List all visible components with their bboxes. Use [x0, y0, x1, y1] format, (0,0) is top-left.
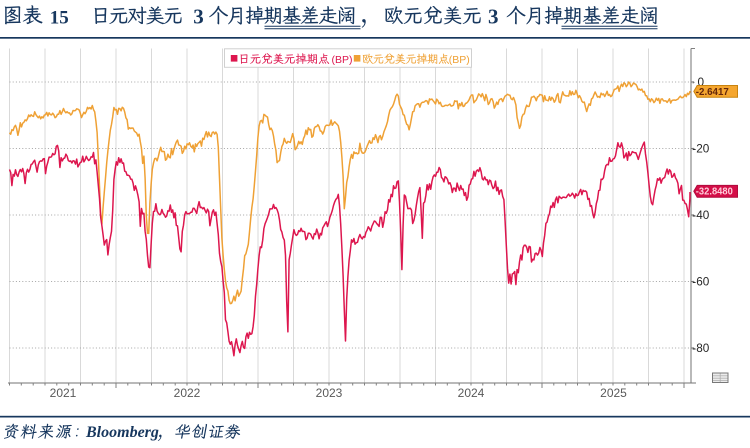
svg-text:-60: -60 [692, 275, 709, 289]
svg-text:-32.8480: -32.8480 [696, 187, 733, 198]
svg-text:2023: 2023 [316, 386, 343, 400]
svg-text:-2.6417: -2.6417 [696, 87, 729, 98]
svg-text:3: 3 [488, 5, 499, 29]
svg-text:15: 15 [50, 8, 69, 29]
svg-text:3: 3 [193, 5, 204, 29]
svg-text:2025: 2025 [600, 386, 627, 400]
svg-text:-80: -80 [692, 341, 709, 355]
svg-text:2024: 2024 [458, 386, 485, 400]
svg-text:-20: -20 [692, 142, 709, 156]
svg-text:2022: 2022 [174, 386, 201, 400]
svg-text:2021: 2021 [50, 386, 77, 400]
svg-text:0: 0 [698, 75, 705, 89]
svg-text:(BP): (BP) [449, 54, 470, 66]
svg-text:Bloomberg: Bloomberg [85, 424, 159, 441]
svg-text:-40: -40 [692, 208, 709, 222]
svg-text:(BP): (BP) [332, 54, 353, 66]
